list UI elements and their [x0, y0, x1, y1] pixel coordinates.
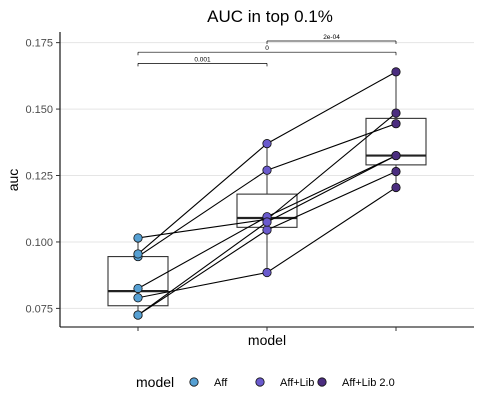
- data-point: [391, 150, 401, 161]
- data-point: [391, 108, 401, 118]
- data-point: [391, 119, 401, 129]
- significance-layer: 0.001 0 2e-04: [137, 34, 397, 67]
- axis-layer: 0.075 0.100 0.125 0.150 0.175: [25, 32, 474, 331]
- data-point: [391, 182, 401, 193]
- y-tick-label: 0.150: [25, 104, 53, 116]
- legend-label: Aff: [214, 377, 228, 389]
- legend-item: Aff+Lib: [255, 377, 314, 389]
- legend-key: [317, 377, 327, 387]
- y-tick-label: 0.175: [25, 38, 53, 50]
- y-axis-title: auc: [5, 169, 21, 192]
- legend-label: Aff+Lib 2.0: [342, 377, 395, 389]
- data-point: [133, 283, 143, 294]
- data-point: [262, 217, 272, 227]
- legend-title: model: [136, 374, 174, 390]
- y-tick-label: 0.075: [25, 303, 53, 315]
- points-layer: [133, 67, 401, 320]
- y-tick-label: 0.100: [25, 237, 53, 249]
- data-point: [133, 233, 143, 243]
- data-point: [262, 225, 272, 235]
- data-point: [133, 293, 143, 303]
- data-point: [391, 166, 401, 177]
- legend-item: Aff+Lib 2.0: [317, 377, 395, 389]
- data-point: [262, 267, 272, 278]
- significance-label: 0.001: [194, 56, 211, 63]
- data-point: [133, 310, 143, 320]
- data-point: [262, 139, 272, 149]
- data-point: [133, 249, 143, 259]
- significance-label: 0: [265, 45, 269, 52]
- data-point: [391, 67, 401, 77]
- significance-bracket: 2e-04: [266, 34, 397, 45]
- significance-label: 2e-04: [323, 34, 340, 41]
- significance-bracket: 0: [137, 45, 397, 56]
- y-tick-label: 0.125: [25, 171, 53, 183]
- legend: model Aff Aff+Lib Aff+Lib 2.0: [136, 374, 395, 390]
- chart-title: AUC in top 0.1%: [207, 7, 333, 26]
- legend-key: [189, 377, 199, 387]
- data-point: [262, 165, 272, 175]
- significance-bracket: 0.001: [137, 56, 268, 67]
- legend-key: [255, 377, 265, 387]
- legend-item: Aff: [189, 377, 228, 389]
- legend-label: Aff+Lib: [280, 377, 314, 389]
- x-axis-title: model: [248, 332, 286, 348]
